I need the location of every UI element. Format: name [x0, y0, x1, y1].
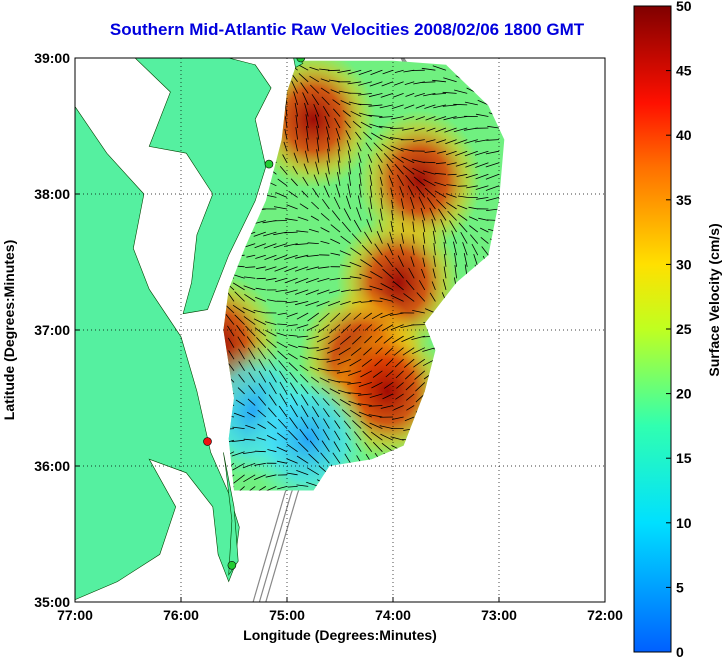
y-tick-label: 39:00 — [34, 50, 70, 66]
x-tick-label: 74:00 — [375, 607, 411, 623]
y-tick-label: 36:00 — [34, 458, 70, 474]
x-tick-label: 72:00 — [587, 607, 623, 623]
y-tick-label: 37:00 — [34, 322, 70, 338]
colorbar-tick-label: 40 — [676, 127, 692, 143]
x-tick-label: 77:00 — [57, 607, 93, 623]
y-axis-label: Latitude (Degrees:Minutes) — [1, 240, 17, 420]
radar-stations — [203, 58, 306, 570]
x-tick-label: 73:00 — [481, 607, 517, 623]
colorbar-gradient — [633, 5, 672, 653]
colorbar-label: Surface Velocity (cm/s) — [706, 223, 722, 376]
x-axis-label: Longitude (Degrees:Minutes) — [243, 627, 437, 643]
velocity-field — [223, 60, 505, 491]
colorbar-tick-label: 35 — [676, 192, 692, 208]
y-tick-label: 38:00 — [34, 186, 70, 202]
station-marker — [264, 159, 274, 169]
station-marker — [227, 560, 237, 570]
colorbar-ticks: 0 5 10 15 20 25 30 35 40 45 50 — [666, 0, 692, 659]
colorbar-tick-label: 25 — [676, 321, 692, 337]
station-marker — [296, 58, 306, 63]
x-tick-label: 76:00 — [163, 607, 199, 623]
colorbar-tick-label: 20 — [676, 386, 692, 402]
cape-may — [293, 58, 304, 68]
x-tick-label: 75:00 — [269, 607, 305, 623]
land-mass — [75, 58, 304, 601]
colorbar-tick-label: 0 — [676, 644, 684, 659]
plot-title: Southern Mid-Atlantic Raw Velocities 200… — [109, 20, 585, 39]
colorbar-tick-label: 10 — [676, 515, 692, 531]
delmarva-peninsula — [134, 58, 272, 315]
colorbar-tick-label: 5 — [676, 579, 684, 595]
colorbar-tick-label: 50 — [676, 0, 692, 14]
colorbar: 0 5 10 15 20 25 30 35 40 45 50 Surface Velocity (c… — [633, 0, 722, 659]
outer-banks — [223, 452, 239, 576]
colorbar-tick-label: 45 — [676, 63, 692, 79]
x-axis-ticks: 77:00 76:00 75:00 74:00 73:00 72:00 — [57, 597, 623, 623]
colorbar-tick-label: 15 — [676, 450, 692, 466]
grid-lines — [75, 58, 605, 602]
plot-area — [75, 58, 605, 602]
station-marker — [203, 437, 212, 446]
y-axis-ticks: 35:00 36:00 37:00 38:00 39:00 — [34, 50, 80, 610]
colorbar-tick-label: 30 — [676, 256, 692, 272]
y-tick-label: 35:00 — [34, 594, 70, 610]
